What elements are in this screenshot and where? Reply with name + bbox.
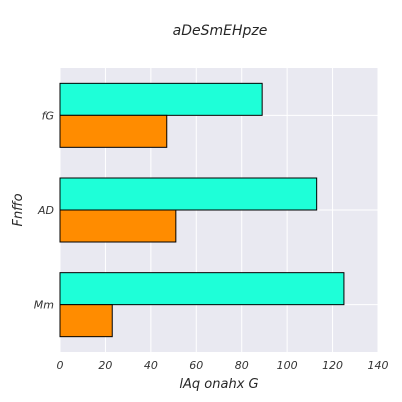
- x-tick-label: 60: [189, 359, 203, 372]
- chart-title: aDeSmEHpze: [173, 23, 268, 39]
- bar-AD-series-2: [59, 209, 177, 243]
- x-tick-label: 120: [322, 359, 343, 372]
- y-axis-label: Fnffo: [11, 193, 26, 226]
- x-tick-label: 140: [368, 359, 389, 372]
- x-tick-label: 0: [57, 359, 64, 372]
- bar-Mm-series-2: [59, 304, 113, 338]
- y-axis-ticks: fG AD Mm: [34, 109, 54, 311]
- bar-fG-series-2: [59, 114, 168, 148]
- x-tick-label: 20: [98, 359, 112, 372]
- bar-AD-series-1: [59, 177, 318, 211]
- bar-fG-series-1: [59, 82, 263, 116]
- x-axis-ticks: 0 20 40 60 80 100 120 140: [57, 359, 389, 372]
- x-tick-label: 100: [277, 359, 298, 372]
- bars: [59, 82, 345, 338]
- x-axis-label: lAq onahx G: [179, 377, 258, 392]
- y-tick-label: AD: [37, 204, 54, 217]
- bar-Mm-series-1: [59, 272, 345, 306]
- y-tick-label: fG: [42, 109, 54, 122]
- y-tick-label: Mm: [34, 299, 54, 312]
- x-tick-label: 80: [235, 359, 249, 372]
- x-tick-label: 40: [144, 359, 158, 372]
